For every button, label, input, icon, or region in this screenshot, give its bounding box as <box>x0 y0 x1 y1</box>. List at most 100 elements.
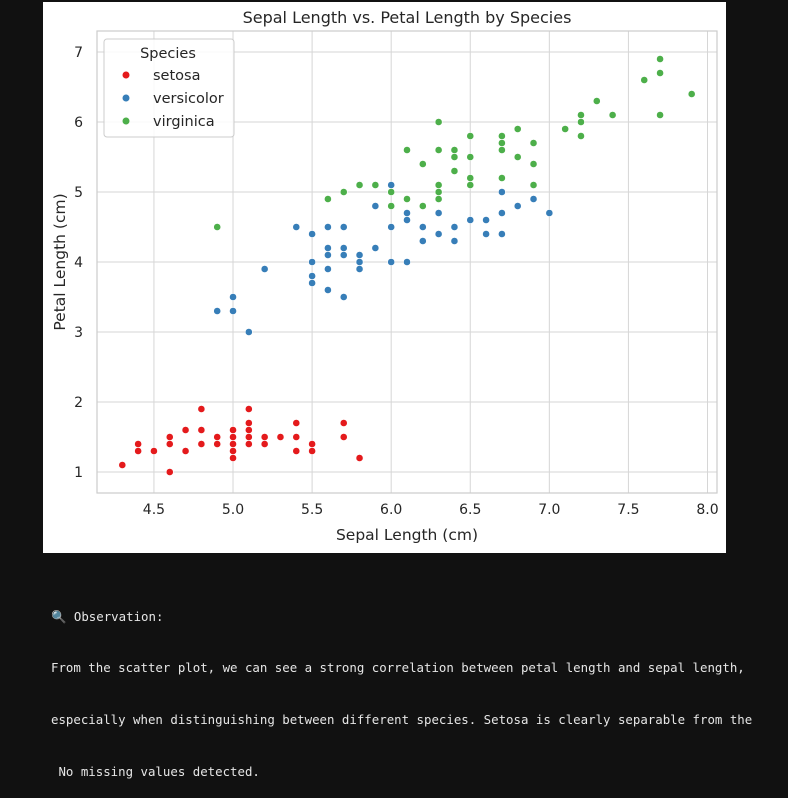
point-versicolor <box>308 279 317 287</box>
point-setosa <box>197 440 206 448</box>
point-virginica <box>403 146 411 154</box>
legend-marker-virginica <box>121 116 131 126</box>
point-versicolor <box>324 244 332 252</box>
point-virginica <box>387 188 396 196</box>
y-tick-label: 4 <box>74 255 83 271</box>
point-setosa <box>165 468 174 476</box>
x-tick-label: 4.5 <box>143 502 165 518</box>
point-virginica <box>529 160 538 168</box>
point-setosa <box>339 433 348 441</box>
point-setosa <box>197 426 206 434</box>
point-virginica <box>577 132 585 140</box>
x-axis-title: Sepal Length (cm) <box>336 526 478 544</box>
point-virginica <box>213 223 222 231</box>
point-virginica <box>450 167 459 175</box>
point-versicolor <box>213 307 222 315</box>
point-virginica <box>403 195 411 203</box>
point-versicolor <box>229 293 237 301</box>
point-setosa <box>260 433 269 441</box>
y-tick-label: 6 <box>74 115 83 131</box>
point-versicolor <box>450 237 459 245</box>
point-setosa <box>292 433 301 441</box>
point-virginica <box>466 174 475 182</box>
point-setosa <box>229 433 237 441</box>
point-versicolor <box>545 209 554 217</box>
x-tick-label: 5.5 <box>301 502 323 518</box>
point-setosa <box>308 447 317 455</box>
point-setosa <box>260 440 269 448</box>
point-virginica <box>434 181 443 189</box>
point-versicolor <box>308 258 317 266</box>
x-tick-label: 7.5 <box>617 502 639 518</box>
y-tick-label: 7 <box>74 45 83 61</box>
point-virginica <box>529 139 538 147</box>
point-versicolor <box>355 251 364 259</box>
point-virginica <box>656 111 664 119</box>
missing-values-note: No missing values detected. <box>51 764 260 780</box>
point-virginica <box>561 125 570 133</box>
point-versicolor <box>371 202 380 210</box>
x-tick-label: 8.0 <box>696 502 718 518</box>
x-tick-label: 5.0 <box>222 502 244 518</box>
point-virginica <box>497 146 506 154</box>
scatter-figure: 4.5 5.0 5.5 6.0 6.5 7.0 7.5 8.0 1 2 3 4 5 6 7 Sepal Le… <box>43 2 726 553</box>
point-setosa <box>181 426 190 434</box>
legend-box <box>103 38 235 138</box>
point-virginica <box>450 146 459 154</box>
point-setosa <box>244 440 253 448</box>
legend-entries: setosa versicolor virginica <box>121 68 224 130</box>
legend-label-setosa: setosa <box>153 68 200 84</box>
point-versicolor <box>339 251 348 259</box>
point-virginica <box>577 118 585 126</box>
point-virginica <box>656 69 664 77</box>
point-versicolor <box>513 202 522 210</box>
point-versicolor <box>339 293 348 301</box>
point-versicolor <box>308 230 317 238</box>
point-virginica <box>592 97 601 105</box>
point-versicolor <box>244 328 253 336</box>
point-versicolor <box>229 307 237 315</box>
point-versicolor <box>497 230 506 238</box>
legend: Species setosa versicolor virginica <box>103 38 235 138</box>
legend-label-versicolor: versicolor <box>153 91 224 107</box>
point-versicolor <box>324 286 332 294</box>
data-points <box>118 55 696 476</box>
x-tick-label: 7.0 <box>538 502 560 518</box>
point-versicolor <box>466 216 475 224</box>
point-virginica <box>450 153 459 161</box>
point-versicolor <box>324 223 332 231</box>
point-setosa <box>134 447 143 455</box>
point-versicolor <box>339 244 348 252</box>
tick-labels: 4.5 5.0 5.5 6.0 6.5 7.0 7.5 8.0 1 2 3 4 5 6 7 <box>74 45 719 518</box>
point-virginica <box>434 188 443 196</box>
axes-frame <box>96 30 718 494</box>
legend-marker-setosa <box>121 70 131 80</box>
point-setosa <box>308 440 317 448</box>
point-virginica <box>513 125 522 133</box>
point-versicolor <box>529 195 538 203</box>
cell-output: 🔍 Observation: From the scatter plot, we… <box>51 573 788 798</box>
point-virginica <box>497 139 506 147</box>
point-virginica <box>577 111 585 119</box>
point-virginica <box>687 90 696 98</box>
point-setosa <box>229 426 237 434</box>
point-virginica <box>608 111 617 119</box>
point-virginica <box>387 202 396 210</box>
point-virginica <box>529 181 538 189</box>
observation-heading: 🔍 Observation: <box>51 608 164 624</box>
point-setosa <box>118 461 127 469</box>
point-versicolor <box>355 258 364 266</box>
chart-title: Sepal Length vs. Petal Length by Species <box>243 8 572 27</box>
point-virginica <box>640 76 649 84</box>
point-virginica <box>355 181 364 189</box>
point-setosa <box>244 426 253 434</box>
point-virginica <box>434 146 443 154</box>
observation-text-line-1: From the scatter plot, we can see a stro… <box>51 660 745 676</box>
point-setosa <box>292 447 301 455</box>
legend-marker-versicolor <box>121 93 131 103</box>
point-versicolor <box>260 265 269 273</box>
point-versicolor <box>434 209 443 217</box>
point-setosa <box>339 419 348 427</box>
point-versicolor <box>482 230 490 238</box>
point-versicolor <box>418 237 427 245</box>
